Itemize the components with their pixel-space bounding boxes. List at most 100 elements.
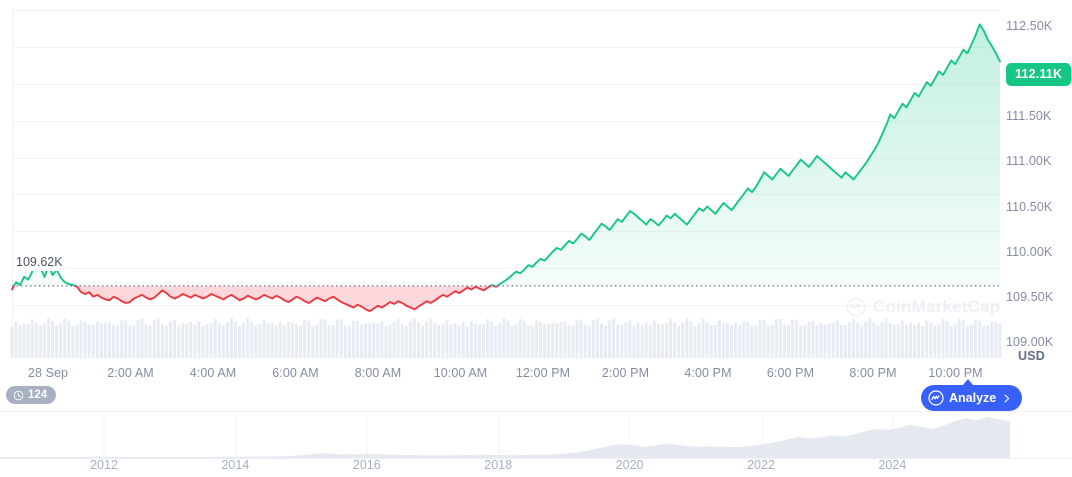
volume-bar (567, 325, 571, 358)
y-axis-tick-label: 110.00K (1006, 244, 1053, 259)
volume-bar (604, 325, 608, 358)
x-axis-tick-label: 8:00 PM (849, 366, 897, 380)
volume-bar (571, 325, 575, 358)
volume-bar (721, 323, 725, 358)
volume-bar (795, 319, 799, 358)
volume-bar (685, 318, 689, 358)
volume-bar (807, 321, 811, 358)
volume-bar (746, 321, 750, 358)
volume-bar (587, 325, 591, 358)
volume-bar (823, 324, 827, 358)
volume-bar (628, 320, 632, 358)
x-axis-tick-label: 4:00 PM (684, 366, 732, 380)
range-navigator[interactable] (0, 411, 1072, 477)
volume-bar (599, 323, 603, 358)
volume-bar (270, 323, 274, 358)
analyze-pointer (962, 379, 974, 386)
volume-bar (482, 324, 486, 358)
volume-bar (339, 319, 343, 358)
volume-bar (14, 321, 18, 358)
volume-bar (449, 324, 453, 358)
volume-bar (526, 325, 530, 358)
analyze-button[interactable]: Analyze (921, 385, 1023, 411)
plot-left-border (12, 10, 13, 358)
volume-bar (34, 322, 38, 358)
navigator-x-axis: 2012 2014 2016 2018 2020 2022 2024 (0, 458, 1072, 476)
navigator-tick-label: 2014 (221, 458, 250, 472)
volume-bar (660, 324, 664, 358)
volume-bar (303, 319, 307, 358)
volume-bar (490, 321, 494, 358)
volume-bar (343, 325, 347, 358)
volume-bar (754, 325, 758, 358)
volume-bar (87, 324, 91, 358)
y-axis-tick-label: 111.00K (1006, 154, 1052, 169)
volume-bar (941, 318, 945, 358)
currency-unit-label: USD (1018, 349, 1045, 363)
volume-bar (742, 321, 746, 358)
volume-bar (103, 322, 107, 358)
volume-bar (425, 321, 429, 358)
volume-bar (843, 324, 847, 358)
volume-bar (445, 319, 449, 358)
datapoint-count-badge[interactable]: 124 (6, 386, 57, 404)
volume-bar (961, 319, 965, 358)
volume-bar (160, 324, 164, 358)
volume-bar (860, 325, 864, 358)
volume-bar (864, 321, 868, 358)
volume-bar (559, 322, 563, 358)
volume-bar (18, 324, 22, 358)
volume-bar (547, 324, 551, 358)
volume-bar (652, 320, 656, 358)
main-price-chart[interactable]: 109.62K CoinMarketCap 112.50K 111.50K 111.… (0, 0, 1072, 380)
volume-bar (421, 325, 425, 358)
volume-bar (543, 324, 547, 358)
volume-bar (831, 323, 835, 358)
y-axis-tick-label: 111.50K (1006, 109, 1052, 124)
volume-bar (26, 324, 30, 358)
volume-bar (225, 322, 229, 358)
volume-bar (404, 325, 408, 358)
volume-bar (299, 325, 303, 358)
volume-bar (815, 325, 819, 358)
volume-bar (384, 325, 388, 358)
volume-bar (555, 323, 559, 358)
navigator-tick-label: 2024 (878, 458, 907, 472)
volume-bar (778, 319, 782, 358)
volume-bar (502, 318, 506, 358)
x-axis-tick-label: 2:00 PM (601, 366, 650, 380)
volume-bar (872, 322, 876, 358)
volume-bar (347, 325, 351, 358)
volume-bar (400, 323, 404, 358)
current-price-badge: 112.11K (1006, 63, 1072, 86)
volume-bar (697, 323, 701, 358)
volume-bar (315, 324, 319, 358)
volume-bar (258, 324, 262, 358)
volume-bar (95, 322, 99, 358)
volume-bar (234, 321, 238, 358)
volume-bar (530, 325, 534, 358)
volume-bar (457, 325, 461, 358)
volume-bar (782, 324, 786, 358)
volume-bar (522, 320, 526, 358)
volume-bar (246, 318, 250, 358)
volume-bar (803, 325, 807, 358)
volume-bar (717, 320, 721, 358)
volume-bar (63, 318, 67, 358)
volume-bar (295, 324, 299, 358)
volume-bar (429, 318, 433, 358)
volume-bar (376, 323, 380, 358)
volume-bar (506, 320, 510, 358)
volume-bar (10, 326, 14, 358)
volume-bar (217, 323, 221, 358)
volume-bar (876, 325, 880, 358)
volume-bar (83, 321, 87, 358)
volume-bar (880, 322, 884, 358)
volume-bar (677, 325, 681, 358)
volume-bar (917, 322, 921, 358)
volume-bar (669, 318, 673, 358)
volume-bar (591, 320, 595, 358)
volume-bar (238, 326, 242, 358)
volume-bar (929, 322, 933, 358)
